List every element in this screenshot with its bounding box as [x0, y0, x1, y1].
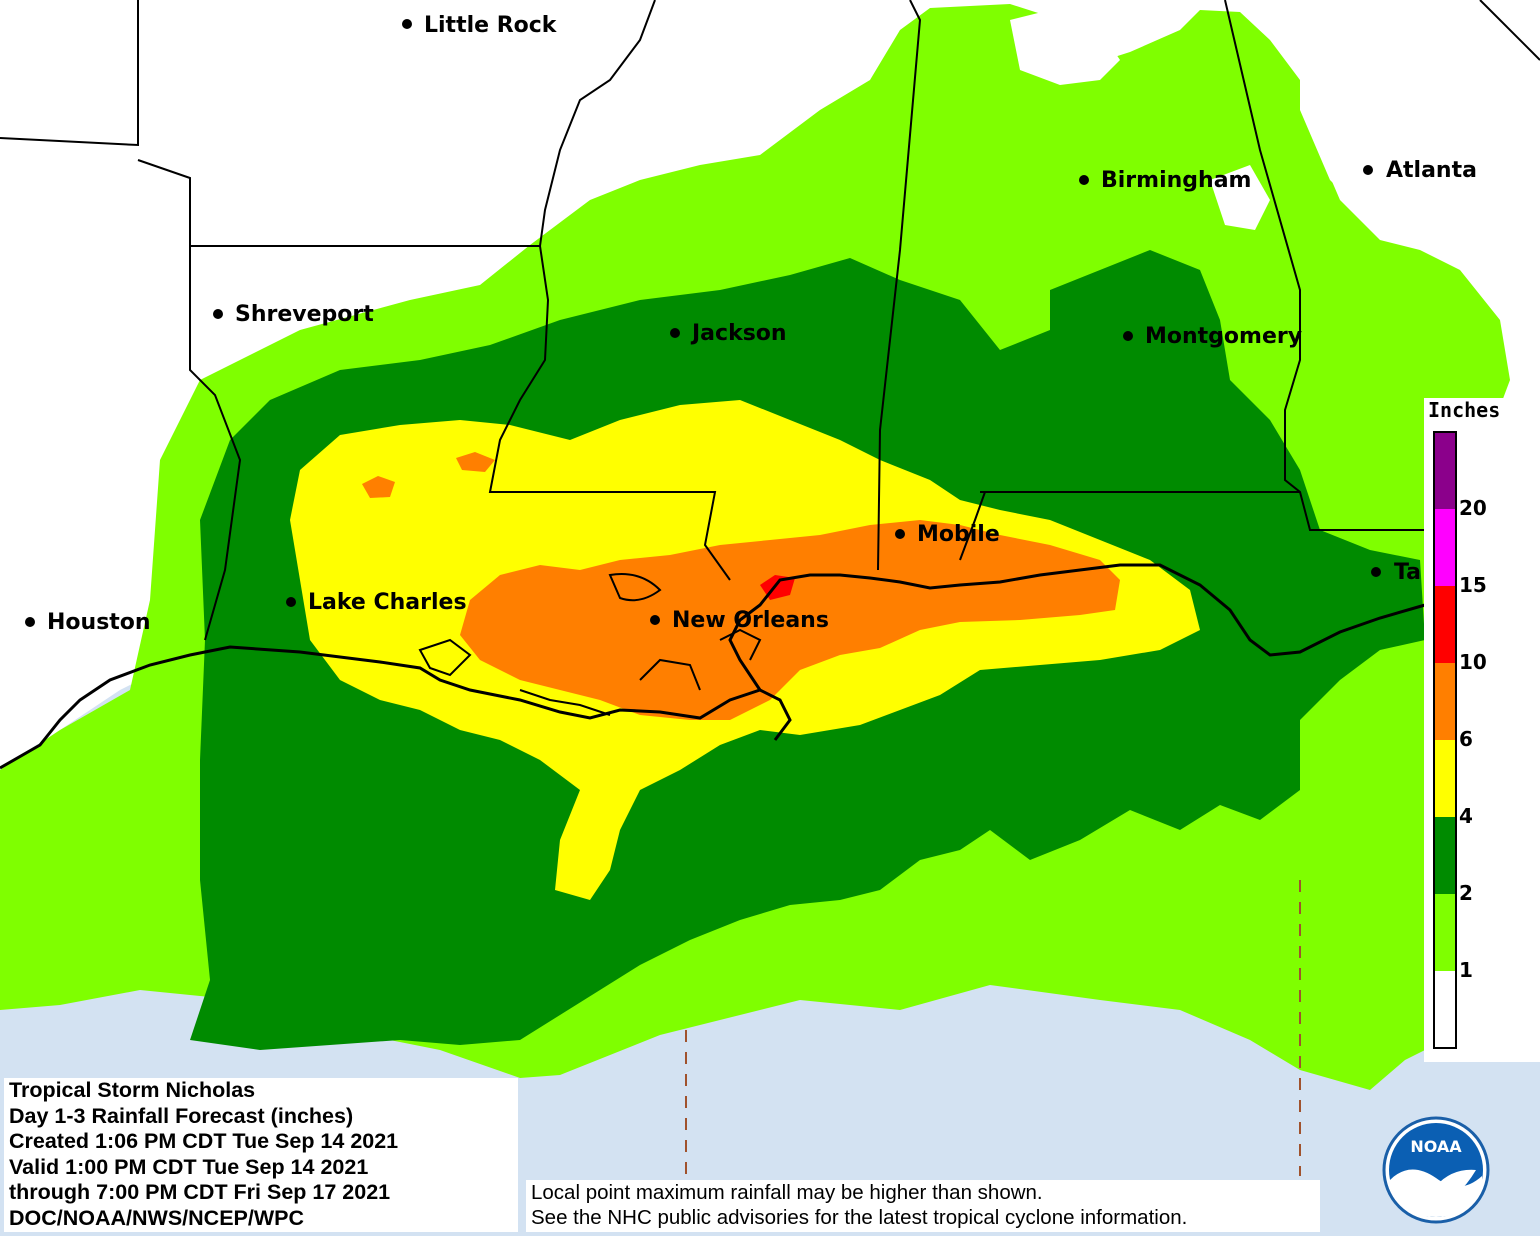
- agency-credit: DOC/NOAA/NWS/NCEP/WPC: [9, 1205, 305, 1230]
- rain-6-10-inch-area: [460, 520, 1120, 720]
- city-marker: [213, 309, 223, 319]
- city-marker: [1079, 175, 1089, 185]
- city-marker: [1123, 331, 1133, 341]
- city-marker: [25, 617, 35, 627]
- city-marker: [286, 597, 296, 607]
- state-borders: [0, 0, 1540, 641]
- city-label: Montgomery: [1145, 324, 1302, 349]
- city-label: Jackson: [690, 321, 787, 346]
- legend-swatch-4-6: [1434, 740, 1456, 817]
- legend-tick: 6: [1459, 727, 1473, 751]
- city-marker: [1371, 567, 1381, 577]
- storm-name: Tropical Storm Nicholas: [9, 1078, 256, 1102]
- city-shreveport: Shreveport: [213, 302, 374, 327]
- coastline: [0, 563, 1426, 770]
- city-mobile: Mobile: [895, 522, 1000, 547]
- city-label: Little Rock: [424, 13, 558, 38]
- city-montgomery: Montgomery: [1123, 324, 1302, 349]
- city-atlanta: Atlanta: [1363, 158, 1477, 183]
- legend-tick: 1: [1459, 958, 1473, 982]
- city-marker: [1363, 165, 1373, 175]
- city-houston: Houston: [25, 610, 151, 635]
- legend-swatch-15-20: [1434, 509, 1456, 586]
- city-marker: [895, 529, 905, 539]
- city-label: New Orleans: [672, 608, 829, 633]
- city-label: Houston: [47, 610, 151, 635]
- legend-swatch-0-1: [1434, 971, 1456, 1048]
- legend-tick: 4: [1459, 804, 1473, 828]
- city-label: Birmingham: [1101, 168, 1251, 193]
- legend-tick: 2: [1459, 881, 1473, 905]
- legend-title: Inches: [1428, 398, 1500, 422]
- valid-start-time: Valid 1:00 PM CDT Tue Sep 14 2021: [9, 1154, 369, 1179]
- disclaimer-line: See the NHC public advisories for the la…: [531, 1206, 1188, 1229]
- coastal-marsh: [418, 573, 762, 716]
- legend-swatch-2-4: [1434, 817, 1456, 894]
- legend-swatch-1-2: [1434, 894, 1456, 971]
- city-little-rock: Little Rock: [402, 13, 558, 38]
- city-jackson: Jackson: [670, 321, 787, 346]
- legend-swatch-20-plus: [1434, 432, 1456, 509]
- city-marker: [402, 19, 412, 29]
- city-lake-charles: Lake Charles: [286, 590, 467, 615]
- city-label: Ta: [1394, 560, 1421, 585]
- city-label: Shreveport: [235, 302, 374, 327]
- city-new-orleans: New Orleans: [650, 608, 829, 633]
- rainfall-legend: Inches 20 15 10 6 4 2 1: [1424, 398, 1540, 1062]
- no-rain-patch: [1010, 10, 1120, 85]
- city-tallahassee: Ta: [1371, 560, 1421, 585]
- valid-end-time: through 7:00 PM CDT Fri Sep 17 2021: [9, 1180, 391, 1204]
- city-label: Atlanta: [1386, 158, 1477, 183]
- city-label: Lake Charles: [308, 590, 467, 615]
- disclaimer-box: Local point maximum rainfall may be high…: [526, 1180, 1320, 1232]
- legend-swatch-6-10: [1434, 663, 1456, 740]
- forecast-type: Day 1-3 Rainfall Forecast (inches): [9, 1103, 354, 1128]
- city-birmingham: Birmingham: [1079, 168, 1251, 193]
- no-rain-patch: [1210, 165, 1270, 230]
- created-time: Created 1:06 PM CDT Tue Sep 14 2021: [9, 1129, 399, 1153]
- forecast-info-box: Tropical Storm Nicholas Day 1-3 Rainfall…: [4, 1078, 518, 1232]
- city-label: Mobile: [917, 522, 1000, 547]
- rain-6-10-inch-area: [456, 452, 495, 472]
- no-rain-patch: [1300, 5, 1540, 300]
- city-marker: [650, 615, 660, 625]
- legend-tick: 10: [1459, 650, 1487, 674]
- legend-frame: [1433, 431, 1457, 1049]
- disclaimer-line: Local point maximum rainfall may be high…: [531, 1181, 1043, 1204]
- rain-6-10-inch-area: [362, 476, 395, 498]
- city-marker: [670, 328, 680, 338]
- legend-tick: 15: [1459, 573, 1487, 597]
- noaa-logo: NOAA: [1382, 1116, 1490, 1224]
- legend-swatch-10-15: [1434, 586, 1456, 663]
- legend-tick: 20: [1459, 496, 1487, 520]
- noaa-logo-text: NOAA: [1410, 1137, 1462, 1156]
